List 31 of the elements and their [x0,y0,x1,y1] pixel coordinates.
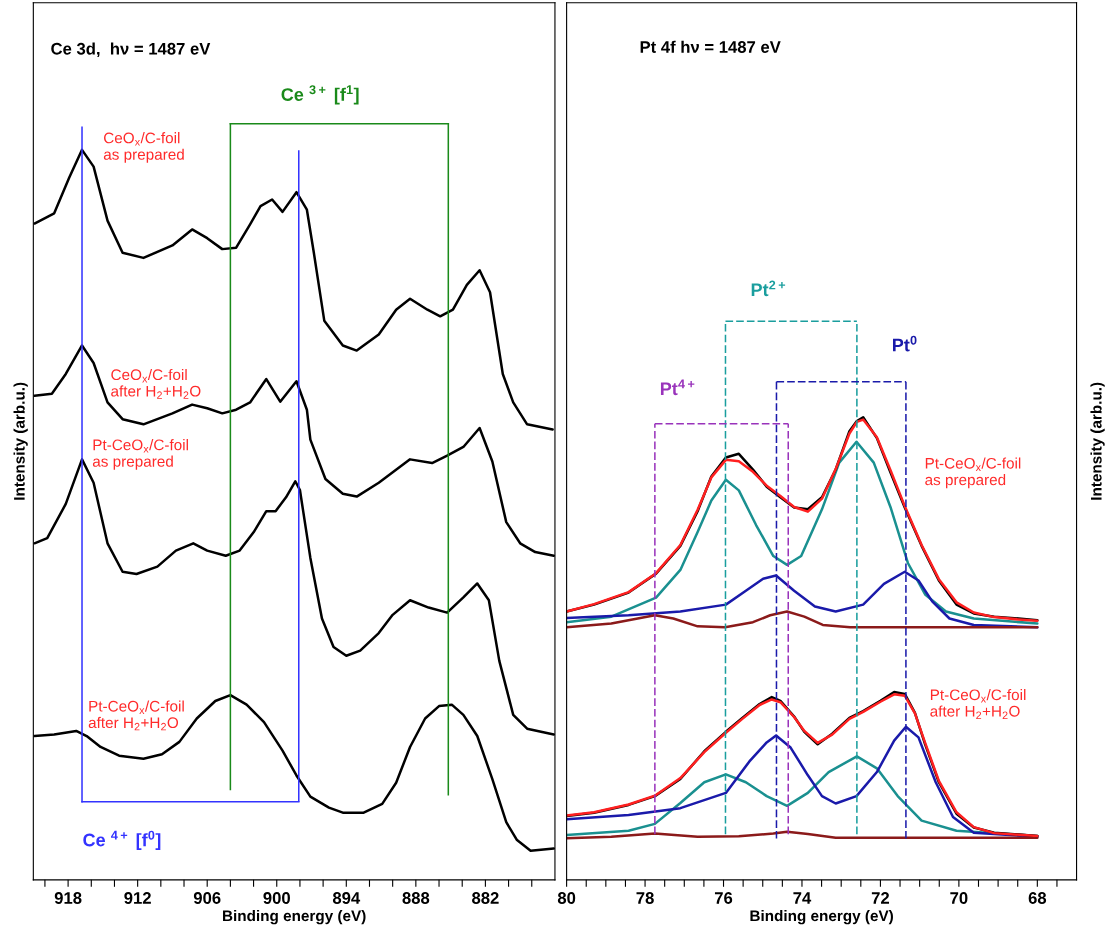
ref-line-label: Pt$^{0}$ [893,335,917,352]
x-tick-label: 906 [193,892,221,904]
x-tick-label: 918 [54,892,82,904]
x-tick-label: 68 [1028,892,1047,904]
x-tick-label: 74 [793,892,812,904]
ref-line-label: Ce $^{4+}$ [f$^{0}$] [83,830,161,850]
y2-axis-title: Intensity (arb.u.) [1090,382,1105,500]
x-tick-label: 72 [871,892,890,904]
x-tick-label: 888 [402,892,430,904]
series-label: Pt-CeO$_{x}$/C-foil as prepared [925,457,1021,489]
ref-line-label: Ce $^{3+}$ [f$^{1}$] [281,85,359,105]
x-tick-label: 912 [124,892,151,904]
series-label: Pt-CeO$_{x}$/C-foil after H$_{2}$+H$_{2}$O [88,700,184,731]
ref-line-label: Pt$^{2+}$ [751,280,786,297]
series-label: Pt-CeO$_{x}$/C-foil as prepared [92,439,188,470]
series-label: Pt-CeO$_{x}$/C-foil after H$_{2}$+H$_{2}$O [930,689,1026,719]
x-tick-label: 894 [332,892,361,904]
series-label: CeO$_{x}$/C-foil after H$_{2}$+H$_{2}$O [111,368,201,399]
chart-title: Ce 3d, hν = 1487 eV [51,42,211,58]
ref-line-label: Pt$^{4+}$ [660,379,695,396]
x-tick-label: 70 [950,892,968,904]
x-tick-label: 900 [263,892,290,904]
series-label: CeO$_{x}$/C-foil as prepared [103,132,184,163]
y-axis-title: Intensity (arb.u.) [13,382,28,500]
x-tick-label: 78 [636,892,654,904]
x-tick-label: 80 [557,892,576,904]
chart-title: Pt 4f hν = 1487 eV [640,40,781,53]
x-tick-label: 76 [714,892,733,904]
x-axis-title: Binding energy (eV) [223,909,366,925]
x-axis-title: Binding energy (eV) [750,909,893,925]
x-tick-label: 882 [472,892,499,904]
